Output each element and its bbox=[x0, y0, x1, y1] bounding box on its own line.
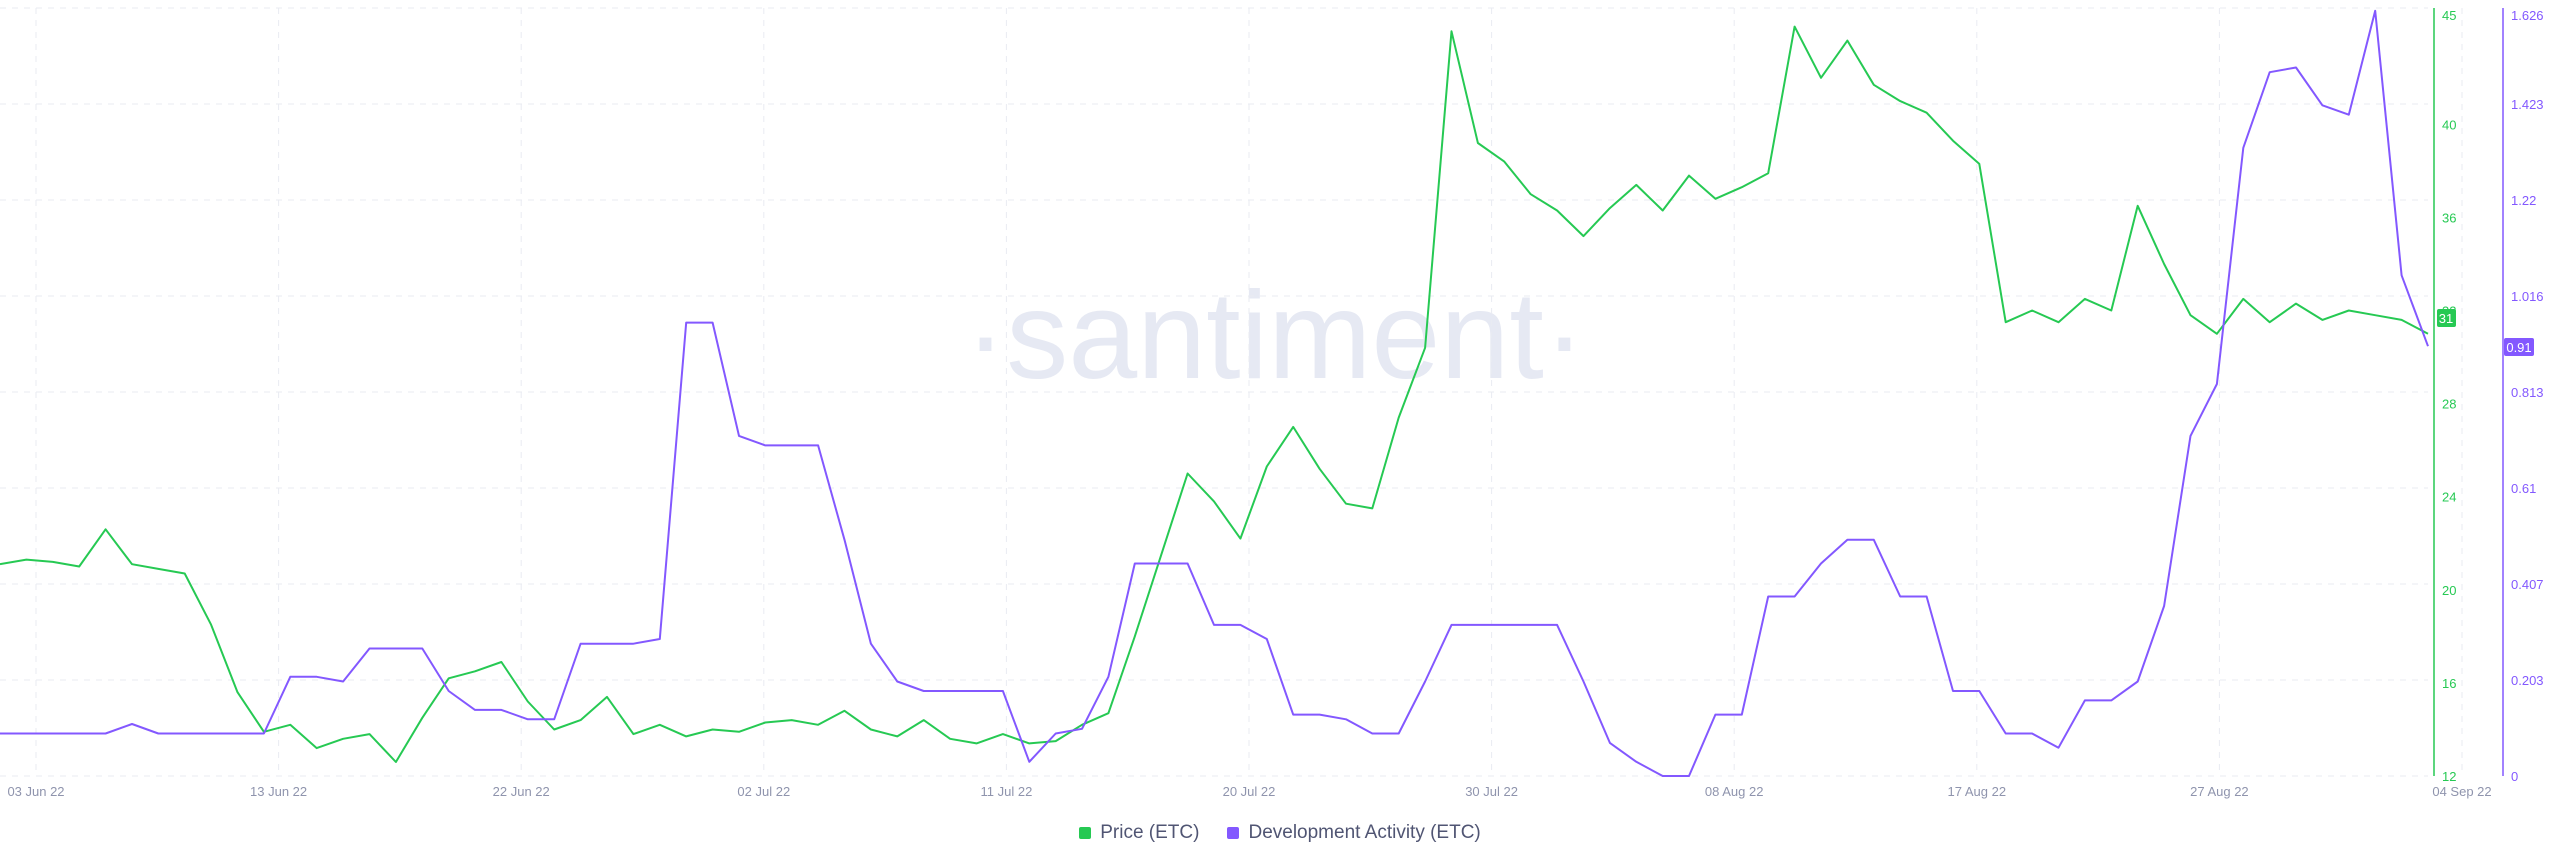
price-series-line bbox=[0, 25, 2429, 763]
dev-swatch bbox=[1227, 827, 1240, 839]
price-tick-label: 45 bbox=[2442, 8, 2456, 23]
dev-current-value: 0.91 bbox=[2506, 340, 2531, 355]
dev-tick-label: 1.016 bbox=[2511, 289, 2544, 304]
dev-legend-label: Development Activity (ETC) bbox=[1248, 822, 1481, 843]
chart-canvas: ·santiment· 0 0.203 0.407 0.61 0.813 1.016 1.2… bbox=[0, 7, 2544, 799]
price-badge-bg bbox=[2437, 309, 2456, 327]
dev-tick-label: 0.407 bbox=[2511, 577, 2544, 592]
dev-badge-bg bbox=[2504, 338, 2534, 356]
dev-series-line bbox=[0, 9, 2429, 777]
price-tick-label: 20 bbox=[2442, 583, 2456, 598]
axis-labels: 0 0.203 0.407 0.61 0.813 1.016 1.22 1.423 1.626 1… bbox=[7, 8, 2543, 799]
x-tick-label: 02 Jul 22 bbox=[737, 784, 790, 799]
dev-tick-label: 0 bbox=[2511, 769, 2518, 784]
dev-tick-label: 0.813 bbox=[2511, 385, 2544, 400]
dev-tick-label: 1.626 bbox=[2511, 8, 2544, 23]
watermark: ·santiment· bbox=[965, 267, 1585, 405]
price-current-value: 31 bbox=[2439, 311, 2453, 326]
dev-tick-label: 0.61 bbox=[2511, 481, 2536, 496]
x-tick-label: 22 Jun 22 bbox=[493, 784, 550, 799]
x-tick-label: 20 Jul 22 bbox=[1223, 784, 1276, 799]
x-tick-label: 04 Sep 22 bbox=[2432, 784, 2491, 799]
x-tick-label: 30 Jul 22 bbox=[1465, 784, 1518, 799]
x-tick-label: 27 Aug 22 bbox=[2190, 784, 2249, 799]
price-tick-label: 12 bbox=[2442, 769, 2456, 784]
price-tick-label: 36 bbox=[2442, 210, 2456, 225]
series bbox=[0, 9, 2429, 777]
price-tick-label: 16 bbox=[2442, 676, 2456, 691]
legend-item-dev[interactable]: Development Activity (ETC) bbox=[1227, 822, 1481, 844]
dev-tick-label: 1.423 bbox=[2511, 97, 2544, 112]
legend-item-price[interactable]: Price (ETC) bbox=[1079, 822, 1199, 844]
current-value-badges: 31 0.91 bbox=[2437, 309, 2534, 356]
dev-tick-label: 1.22 bbox=[2511, 193, 2536, 208]
dev-tick-label: 0.203 bbox=[2511, 673, 2544, 688]
grid bbox=[0, 7, 2463, 777]
x-tick-label: 08 Aug 22 bbox=[1705, 784, 1764, 799]
axes bbox=[2433, 8, 2504, 776]
price-tick-label: 24 bbox=[2442, 490, 2456, 505]
price-legend-label: Price (ETC) bbox=[1100, 822, 1200, 843]
x-tick-label: 03 Jun 22 bbox=[7, 784, 64, 799]
legend: Price (ETC) Development Activity (ETC) bbox=[0, 822, 2560, 844]
price-tick-label: 40 bbox=[2442, 117, 2456, 132]
price-swatch bbox=[1079, 827, 1092, 839]
x-tick-label: 13 Jun 22 bbox=[250, 784, 307, 799]
price-tick-label: 28 bbox=[2442, 397, 2456, 412]
x-tick-label: 11 Jul 22 bbox=[981, 784, 1033, 799]
x-tick-label: 17 Aug 22 bbox=[1948, 784, 2007, 799]
